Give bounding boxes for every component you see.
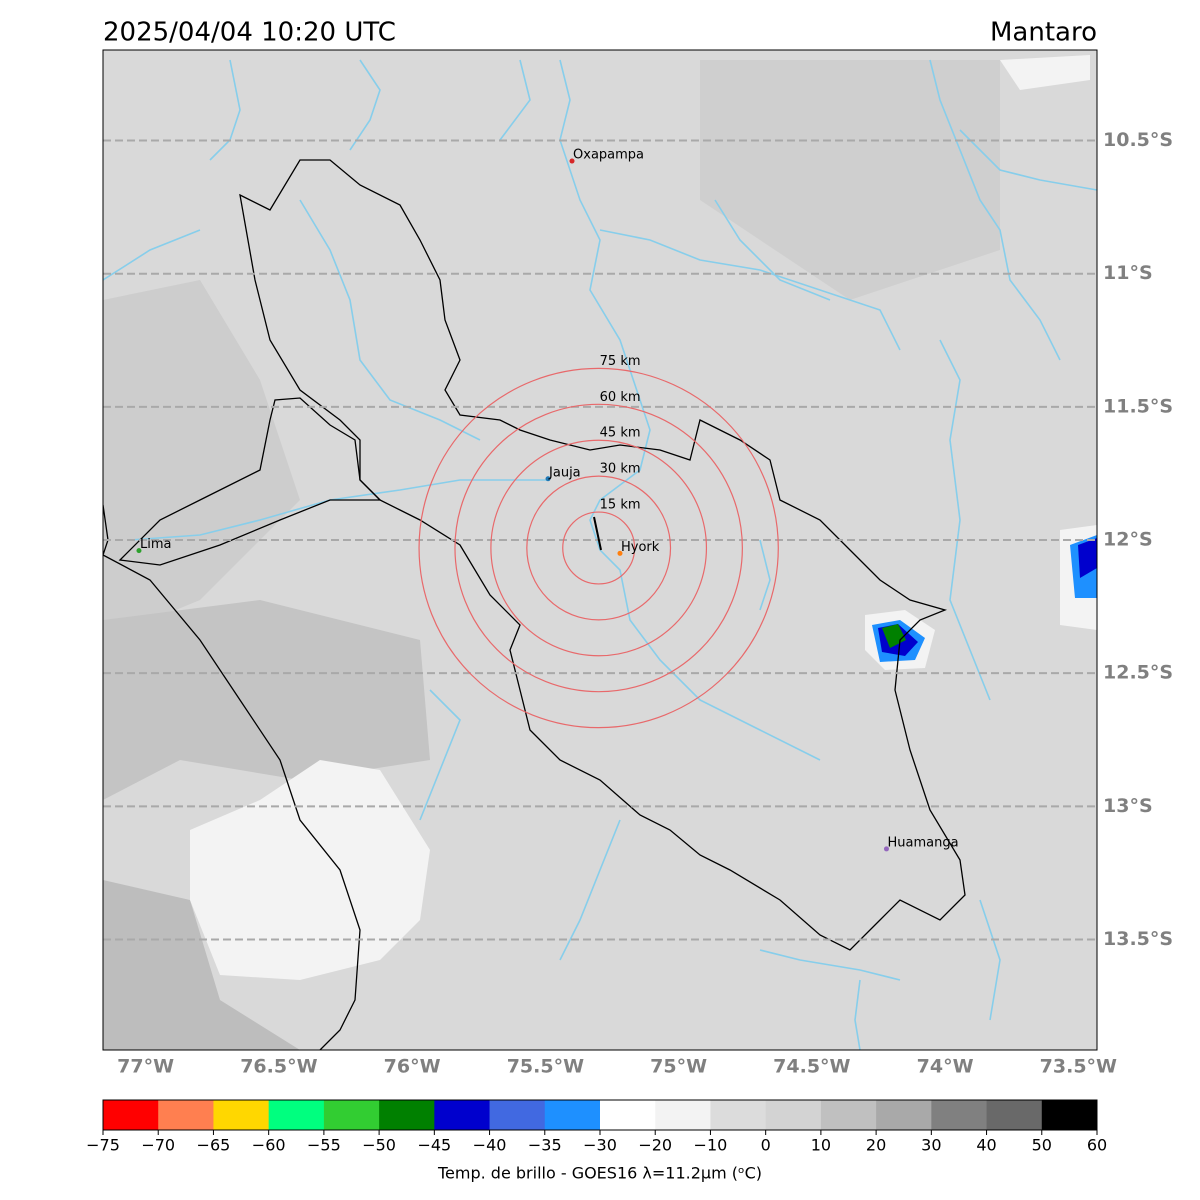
colorbar-box (489, 1100, 546, 1130)
light-patch (190, 760, 430, 980)
lat-label: 11°S (1103, 262, 1153, 284)
colorbar-box (876, 1100, 932, 1130)
colorbar-box (931, 1100, 988, 1130)
ring-label: 60 km (600, 390, 641, 405)
range-ring (526, 475, 672, 621)
colorbar-box (986, 1100, 1043, 1130)
range-ring (418, 367, 779, 729)
colorbar-tick-label: −50 (362, 1136, 396, 1155)
lon-label: 77°W (117, 1056, 174, 1078)
colorbar-tick-label: 40 (976, 1136, 996, 1155)
ring-label: 15 km (600, 498, 641, 513)
colorbar-box (1041, 1100, 1098, 1130)
colorbar-box (544, 1100, 601, 1130)
light-patch (1000, 55, 1090, 90)
colorbar-box (710, 1100, 767, 1130)
coastline (103, 504, 361, 1050)
lon-label: 75°W (650, 1056, 707, 1078)
shade-patch (700, 60, 1000, 300)
lon-label: 75.5°W (507, 1056, 584, 1078)
colorbar-tick-label: −35 (528, 1136, 562, 1155)
range-rings: 15 km 30 km 45 km 60 km 75 km (418, 354, 779, 729)
colorbar-tick-label: 0 (761, 1136, 771, 1155)
colorbar-box (323, 1100, 380, 1130)
title: 2025/04/04 10:20 UTC (103, 18, 396, 48)
ring-label: 30 km (600, 462, 641, 477)
axis-labels: 10.5°S 11°S 11.5°S 12°S 12.5°S 13°S 13.5°S 77°W… (117, 129, 1173, 1077)
lon-label: 76.5°W (240, 1056, 317, 1078)
colorbar-box (103, 1100, 159, 1130)
colorbar-box (268, 1100, 325, 1130)
cold-cloud (1078, 538, 1097, 578)
lon-label: 74°W (917, 1056, 974, 1078)
colorbar-tick-label: 20 (866, 1136, 886, 1155)
lat-label: 13°S (1103, 795, 1153, 817)
city-marker (569, 158, 575, 164)
city-label: Jauja (548, 465, 581, 480)
ring-label: 45 km (600, 426, 641, 441)
city-label: Hyork (621, 540, 660, 555)
colorbar-tick-label: 50 (1032, 1136, 1052, 1155)
colorbar-box (820, 1100, 877, 1130)
lat-label: 10.5°S (1103, 129, 1173, 151)
range-ring (562, 511, 636, 585)
colorbar-tick-label: −75 (86, 1136, 120, 1155)
colorbar-box (379, 1100, 435, 1130)
lat-label: 12.5°S (1103, 662, 1173, 684)
colorbar-box (765, 1100, 822, 1130)
lat-label: 12°S (1103, 529, 1153, 551)
lon-label: 74.5°W (773, 1056, 850, 1078)
lon-label: 76°W (384, 1056, 441, 1078)
colorbar-box (158, 1100, 214, 1130)
lon-label: 73.5°W (1040, 1056, 1117, 1078)
rivers (103, 59, 1097, 1050)
colorbar-box (655, 1100, 711, 1130)
graticule (103, 139, 1097, 941)
city-label: Huamanga (887, 835, 958, 850)
colorbar-tick-label: −40 (473, 1136, 507, 1155)
colorbar: −75 −70 −65 −60 −55 −50 −45 −40 −35 −30 −20 −10 0 10 2… (86, 1099, 1107, 1155)
basin-outline (239, 159, 966, 951)
city-label: Oxapampa (573, 148, 644, 163)
colorbar-box (434, 1100, 491, 1130)
colorbar-tick-label: −45 (417, 1136, 451, 1155)
colorbar-tick-label: −10 (694, 1136, 728, 1155)
colorbar-box (213, 1100, 270, 1130)
city-marker (883, 846, 889, 852)
cities: Oxapampa Jauja Lima Hyork Huamanga (136, 148, 959, 852)
colorbar-tick-label: 60 (1087, 1136, 1107, 1155)
region-name: Mantaro (990, 18, 1097, 48)
colorbar-label: Temp. de brillo - GOES16 λ=11.2μm (ᵒC) (437, 1164, 762, 1183)
colorbar-tick-label: −30 (583, 1136, 617, 1155)
city-marker (617, 550, 623, 556)
shade-patch (103, 880, 300, 1050)
colorbar-box (600, 1100, 656, 1130)
range-ring (490, 439, 708, 657)
colorbar-tick-label: 30 (921, 1136, 941, 1155)
colorbar-tick-label: −55 (307, 1136, 341, 1155)
shade-patch (103, 600, 430, 800)
city-marker (545, 476, 551, 482)
map-area: 15 km 30 km 45 km 60 km 75 km Oxapampa Jauja L… (103, 50, 1097, 1050)
colorbar-tick-label: −65 (197, 1136, 231, 1155)
ring-label: 75 km (600, 354, 641, 369)
city-label: Lima (140, 537, 171, 552)
colorbar-tick-label: 10 (811, 1136, 831, 1155)
colorbar-tick-label: −20 (638, 1136, 672, 1155)
range-ring (454, 403, 743, 693)
lat-label: 11.5°S (1103, 395, 1173, 417)
direction-line (593, 516, 602, 551)
map-frame (102, 49, 1098, 1051)
colorbar-tick-label: −60 (252, 1136, 286, 1155)
colorbar-tick-label: −70 (141, 1136, 175, 1155)
city-marker (136, 548, 142, 554)
lat-label: 13.5°S (1103, 928, 1173, 950)
shade-patch (103, 280, 300, 640)
sub-basin-outline (118, 397, 382, 566)
